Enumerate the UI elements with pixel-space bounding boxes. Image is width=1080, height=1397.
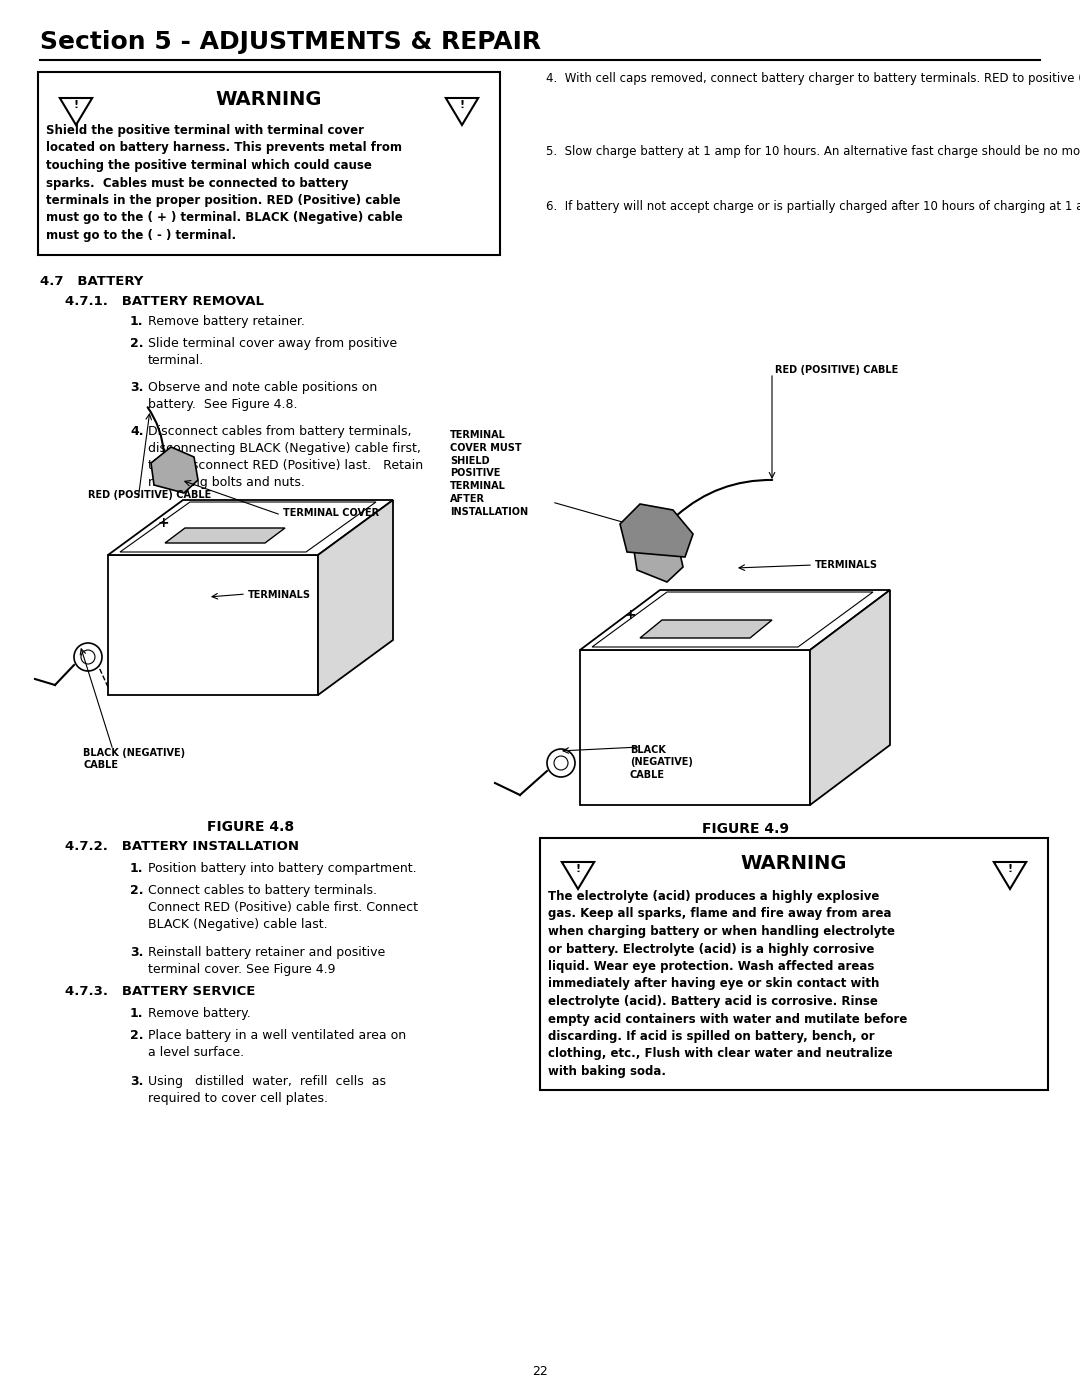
Text: !: ! [73, 101, 79, 110]
Text: 3.: 3. [130, 946, 144, 958]
Polygon shape [108, 555, 318, 694]
Text: TERMINALS: TERMINALS [248, 590, 311, 599]
Text: Connect cables to battery terminals.
Connect RED (Positive) cable first. Connect: Connect cables to battery terminals. Con… [148, 884, 418, 930]
Text: Using   distilled  water,  refill  cells  as
required to cover cell plates.: Using distilled water, refill cells as r… [148, 1076, 386, 1105]
Polygon shape [994, 862, 1026, 888]
Text: 2.: 2. [130, 884, 144, 897]
Text: WARNING: WARNING [741, 854, 847, 873]
Text: Observe and note cable positions on
battery.  See Figure 4.8.: Observe and note cable positions on batt… [148, 381, 377, 411]
Bar [38, 73, 500, 256]
Text: 22: 22 [532, 1365, 548, 1377]
Polygon shape [108, 500, 393, 555]
Circle shape [75, 643, 102, 671]
Text: TERMINALS: TERMINALS [815, 560, 878, 570]
Text: 4.  With cell caps removed, connect battery charger to battery terminals. RED to: 4. With cell caps removed, connect batte… [546, 73, 1080, 85]
Polygon shape [580, 650, 810, 805]
Text: Slide terminal cover away from positive
terminal.: Slide terminal cover away from positive … [148, 337, 397, 367]
Text: TERMINAL
COVER MUST
SHIELD
POSITIVE
TERMINAL
AFTER
INSTALLATION: TERMINAL COVER MUST SHIELD POSITIVE TERM… [450, 430, 528, 517]
Text: 3.: 3. [130, 381, 144, 394]
Text: Disconnect cables from battery terminals,
disconnecting BLACK (Negative) cable f: Disconnect cables from battery terminals… [148, 425, 423, 489]
Text: The electrolyte (acid) produces a highly explosive
gas. Keep all sparks, flame a: The electrolyte (acid) produces a highly… [548, 890, 907, 1078]
Polygon shape [446, 98, 478, 124]
Text: 4.7.3.   BATTERY SERVICE: 4.7.3. BATTERY SERVICE [65, 985, 255, 997]
Text: Reinstall battery retainer and positive
terminal cover. See Figure 4.9: Reinstall battery retainer and positive … [148, 946, 386, 977]
Text: 5.  Slow charge battery at 1 amp for 10 hours. An alternative fast charge should: 5. Slow charge battery at 1 amp for 10 h… [546, 145, 1080, 158]
Text: 2.: 2. [130, 1030, 144, 1042]
Polygon shape [633, 529, 683, 583]
Text: !: ! [1008, 865, 1013, 875]
Circle shape [546, 749, 575, 777]
Text: 1.: 1. [130, 1007, 144, 1020]
Polygon shape [620, 504, 693, 557]
Text: 2.: 2. [130, 337, 144, 351]
Text: TERMINAL COVER: TERMINAL COVER [283, 509, 379, 518]
Polygon shape [151, 447, 198, 493]
Text: Shield the positive terminal with terminal cover
located on battery harness. Thi: Shield the positive terminal with termin… [46, 124, 403, 242]
Polygon shape [640, 620, 772, 638]
Text: Position battery into battery compartment.: Position battery into battery compartmen… [148, 862, 417, 875]
Text: 1.: 1. [130, 314, 144, 328]
Text: RED (POSITIVE) CABLE: RED (POSITIVE) CABLE [87, 490, 212, 500]
Bar [540, 838, 1048, 1090]
Polygon shape [562, 862, 594, 888]
Text: Remove battery.: Remove battery. [148, 1007, 251, 1020]
Polygon shape [59, 98, 92, 124]
Text: FIGURE 4.9: FIGURE 4.9 [702, 821, 788, 835]
Polygon shape [580, 590, 890, 650]
Text: Remove battery retainer.: Remove battery retainer. [148, 314, 305, 328]
Text: 4.7.1.   BATTERY REMOVAL: 4.7.1. BATTERY REMOVAL [65, 295, 264, 307]
Text: 4.7   BATTERY: 4.7 BATTERY [40, 275, 144, 288]
Text: +: + [624, 608, 636, 622]
Text: !: ! [459, 101, 464, 110]
Text: RED (POSITIVE) CABLE: RED (POSITIVE) CABLE [775, 365, 899, 374]
Text: BLACK
(NEGATIVE)
CABLE: BLACK (NEGATIVE) CABLE [630, 745, 693, 780]
Text: BLACK (NEGATIVE)
CABLE: BLACK (NEGATIVE) CABLE [83, 747, 185, 770]
Text: +: + [158, 515, 168, 529]
Polygon shape [810, 590, 890, 805]
Text: 4.: 4. [130, 425, 144, 439]
Text: FIGURE 4.8: FIGURE 4.8 [207, 820, 294, 834]
Text: 6.  If battery will not accept charge or is partially charged after 10 hours of : 6. If battery will not accept charge or … [546, 200, 1080, 212]
Text: !: ! [576, 865, 581, 875]
Text: 1.: 1. [130, 862, 144, 875]
Text: Place battery in a well ventilated area on
a level surface.: Place battery in a well ventilated area … [148, 1030, 406, 1059]
Text: WARNING: WARNING [216, 89, 322, 109]
Polygon shape [318, 500, 393, 694]
Text: 4.7.2.   BATTERY INSTALLATION: 4.7.2. BATTERY INSTALLATION [65, 840, 299, 854]
Polygon shape [165, 528, 285, 543]
Text: Section 5 - ADJUSTMENTS & REPAIR: Section 5 - ADJUSTMENTS & REPAIR [40, 29, 541, 54]
Text: 3.: 3. [130, 1076, 144, 1088]
